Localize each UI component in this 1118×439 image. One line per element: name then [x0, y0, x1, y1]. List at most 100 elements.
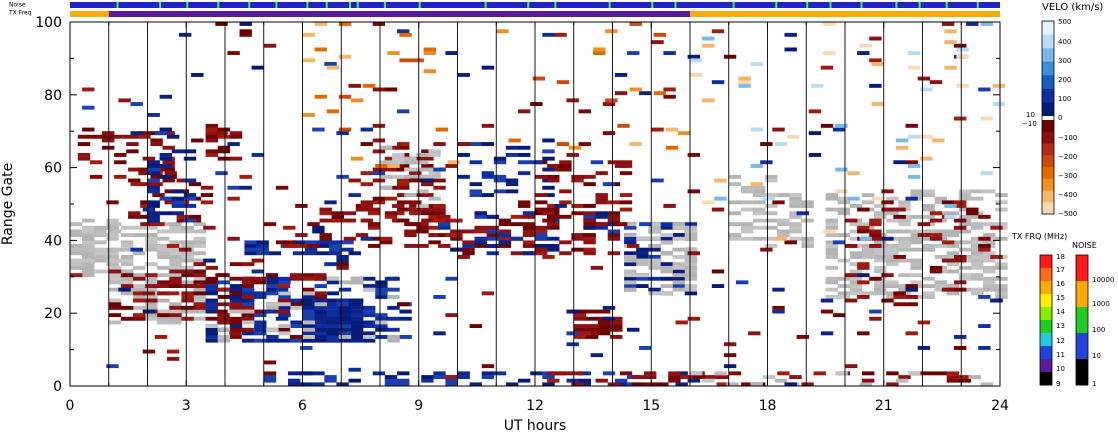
echo-cell	[922, 229, 935, 234]
echo-cell	[181, 225, 194, 230]
echo-cell	[416, 225, 429, 230]
velocity-tick: −200	[1058, 153, 1077, 161]
echo-cell	[619, 160, 633, 165]
echo-cell	[954, 204, 967, 208]
echo-cell	[302, 316, 315, 321]
echo-cell	[145, 244, 158, 248]
echo-cell	[886, 218, 899, 223]
echo-cell	[159, 94, 172, 99]
noise-spike	[275, 2, 278, 8]
echo-cell	[277, 327, 291, 332]
echo-cell	[522, 222, 536, 227]
echo-cell	[559, 189, 572, 194]
noise-tick: 1	[1092, 380, 1096, 388]
echo-cell	[397, 302, 410, 307]
echo-cell	[278, 295, 291, 299]
echo-cell	[387, 51, 400, 55]
echo-cell	[469, 142, 482, 146]
echo-cell	[845, 244, 858, 248]
echo-cell	[636, 255, 649, 259]
echo-cell	[547, 214, 560, 219]
echo-cell	[397, 145, 410, 150]
echo-cell	[762, 196, 776, 201]
echo-cell	[227, 185, 240, 190]
echo-cell	[227, 142, 240, 146]
echo-cell	[946, 251, 960, 256]
echo-cell	[862, 291, 875, 296]
noise-tick: 1000	[1092, 300, 1110, 308]
echo-cell	[411, 58, 424, 63]
echo-cell	[983, 240, 996, 245]
echo-cell	[607, 160, 621, 165]
echo-cell	[474, 236, 487, 241]
echo-cell	[474, 214, 487, 219]
echo-cell	[813, 371, 826, 376]
echo-cell	[547, 174, 560, 179]
echo-cell	[302, 331, 315, 336]
echo-cell	[547, 178, 560, 183]
echo-cell	[338, 320, 352, 325]
echo-cell	[573, 313, 587, 318]
echo-cell	[571, 371, 584, 376]
echo-cell	[573, 316, 587, 321]
echo-cell	[629, 87, 642, 92]
echo-cell	[150, 142, 163, 146]
echo-cell	[837, 207, 851, 212]
echo-cell	[970, 276, 984, 281]
echo-cell	[535, 233, 548, 237]
echo-cell	[522, 229, 536, 234]
echo-cell	[171, 189, 185, 194]
echo-cell	[159, 164, 172, 168]
echo-cell	[326, 291, 340, 296]
echo-cell	[324, 375, 337, 379]
echo-cell	[241, 313, 254, 318]
echo-cell	[120, 269, 134, 274]
echo-cell	[547, 371, 560, 376]
echo-cell	[445, 233, 458, 237]
echo-cell	[336, 302, 349, 307]
echo-cell	[660, 284, 673, 288]
echo-cell	[547, 207, 560, 212]
echo-cell	[229, 276, 242, 281]
velocity-tick: −400	[1058, 191, 1077, 199]
echo-cell	[416, 229, 429, 234]
echo-cell	[530, 102, 543, 106]
echo-cell	[728, 222, 742, 227]
echo-cell	[970, 225, 984, 230]
echo-cell	[862, 255, 875, 259]
noise-spike	[527, 2, 530, 8]
echo-cell	[474, 240, 487, 245]
echo-cell	[777, 229, 790, 234]
echo-cell	[94, 247, 107, 252]
echo-cell	[910, 262, 923, 267]
echo-cell	[801, 382, 814, 387]
echo-cell	[583, 218, 596, 223]
echo-cell	[871, 62, 884, 66]
echo-cell	[215, 273, 228, 278]
echo-cell	[966, 207, 979, 212]
echo-cell	[944, 40, 957, 45]
echo-cell	[445, 164, 458, 168]
echo-cell	[193, 251, 206, 256]
echo-cell	[614, 378, 628, 383]
echo-cell	[159, 174, 172, 179]
echo-cell	[292, 240, 306, 245]
echo-cell	[138, 134, 151, 139]
echo-cell	[256, 244, 269, 248]
echo-cell	[114, 153, 127, 157]
echo-cell	[542, 185, 555, 190]
echo-cell	[498, 236, 512, 241]
echo-cell	[672, 262, 685, 267]
echo-cell	[140, 214, 153, 219]
echo-cell	[106, 225, 119, 230]
echo-cell	[583, 251, 596, 256]
echo-cell	[602, 102, 616, 106]
echo-cell	[518, 160, 531, 165]
echo-cell	[934, 371, 947, 376]
echo-cell	[157, 313, 170, 318]
echo-cell	[740, 229, 754, 234]
echo-cell	[748, 331, 761, 336]
echo-cell	[825, 280, 838, 285]
echo-cell	[416, 160, 429, 165]
echo-cell	[268, 251, 281, 256]
